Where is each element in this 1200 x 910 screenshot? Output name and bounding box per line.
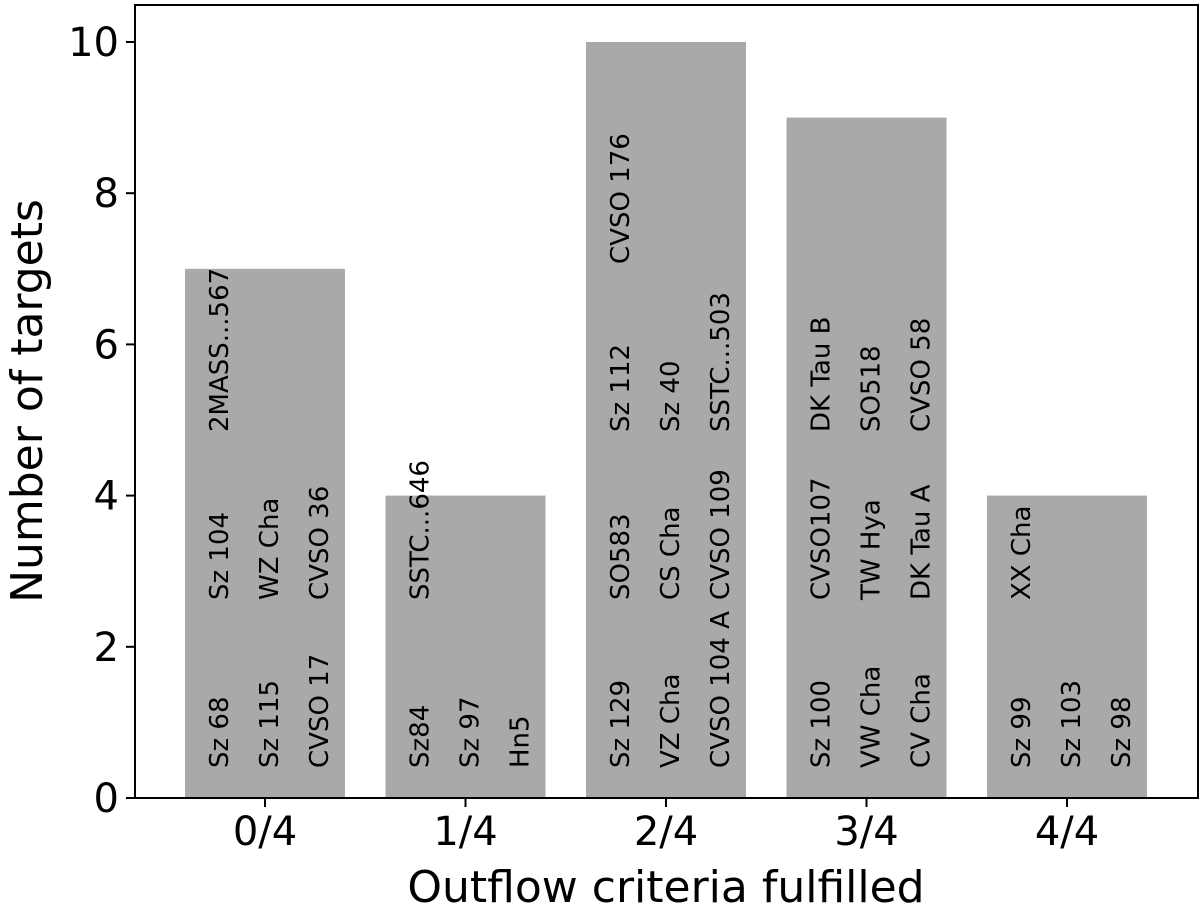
target-name-label: Sz 115	[255, 680, 285, 768]
bars-group	[185, 42, 1147, 799]
bar	[185, 268, 345, 798]
target-name-label: Sz 112	[606, 344, 636, 432]
target-name-label: CVSO 109	[706, 469, 736, 600]
x-tick-label: 3/4	[834, 809, 898, 855]
target-name-label: SO583	[606, 513, 636, 600]
target-name-label: Sz 68	[205, 697, 235, 769]
target-name-label: Sz84	[406, 705, 436, 768]
x-tick-label: 0/4	[233, 809, 297, 855]
target-name-label: TW Hya	[857, 499, 887, 601]
target-name-label: CVSO 176	[606, 133, 636, 264]
target-name-label: Sz 99	[1007, 697, 1037, 769]
target-name-label: VW Cha	[857, 666, 887, 768]
target-name-label: CVSO 36	[305, 486, 335, 600]
bar	[586, 42, 746, 798]
y-tick-label: 4	[94, 474, 119, 520]
target-labels-group: Sz 68 Sz 115 CVSO 17 Sz 104 WZ Cha CVSO 36 2MA…	[205, 133, 1137, 768]
x-tick-label: 2/4	[634, 809, 698, 855]
target-name-label: SO518	[857, 345, 887, 432]
y-axis-label: Number of targets	[2, 199, 53, 603]
y-tick-label: 8	[94, 171, 119, 217]
target-name-label: Sz 104	[205, 512, 235, 600]
y-tick-label: 6	[94, 322, 119, 368]
target-name-label: Sz 103	[1057, 680, 1087, 768]
target-name-label: Sz 97	[456, 697, 486, 769]
x-tick-label: 4/4	[1035, 809, 1099, 855]
target-name-label: DK Tau B	[807, 317, 837, 432]
target-name-label: XX Cha	[1007, 506, 1037, 600]
target-name-label: SSTC...503	[706, 292, 736, 432]
y-tick-label: 2	[94, 625, 119, 671]
x-axis-label: Outflow criteria fulfilled	[407, 862, 924, 910]
target-name-label: CVSO 104 A	[706, 611, 736, 768]
bar	[385, 495, 546, 798]
target-name-label: CS Cha	[656, 507, 686, 601]
y-tick-label: 10	[68, 20, 119, 66]
target-name-label: DK Tau A	[907, 484, 937, 600]
target-name-label: Sz 100	[807, 680, 837, 768]
x-tick-label: 1/4	[433, 809, 497, 855]
x-axis: 0/4 1/4 2/4 3/4 4/4	[233, 798, 1099, 855]
target-name-label: CVSO 17	[305, 654, 335, 768]
target-name-label: Sz 98	[1107, 697, 1137, 769]
target-name-label: Hn5	[506, 715, 536, 768]
target-name-label: CVSO107	[807, 477, 837, 600]
target-name-label: SSTC...646	[406, 460, 436, 600]
target-name-label: VZ Cha	[656, 674, 686, 768]
target-name-label: 2MASS...567	[205, 268, 235, 432]
target-name-label: WZ Cha	[255, 498, 285, 600]
target-name-label: CV Cha	[907, 673, 937, 768]
target-name-label: Sz 40	[656, 361, 686, 433]
target-name-label: Sz 129	[606, 680, 636, 768]
bar	[987, 495, 1147, 798]
y-tick-label: 0	[94, 776, 119, 822]
target-name-label: CVSO 58	[907, 318, 937, 432]
bar	[786, 117, 947, 799]
y-axis: 0 2 4 6 8 10	[68, 20, 135, 822]
